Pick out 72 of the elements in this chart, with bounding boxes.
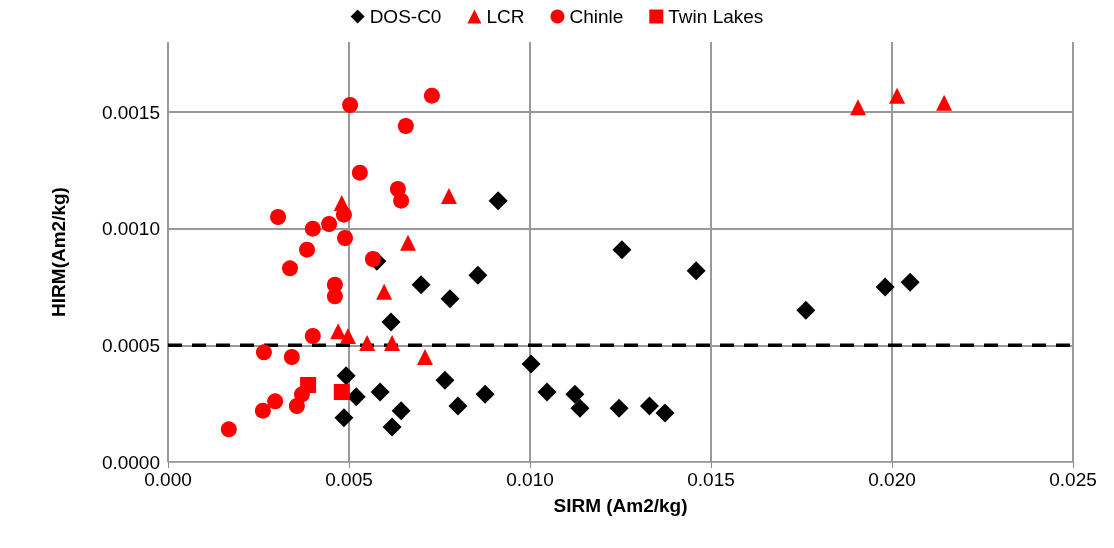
point: [796, 300, 816, 320]
point: [639, 396, 659, 416]
point: [411, 275, 431, 295]
point: [270, 209, 287, 225]
legend-label: DOS-C0: [369, 6, 442, 27]
y-axis-title: HIRM(Am2/kg): [48, 187, 69, 317]
point: [304, 328, 321, 344]
point: [423, 87, 440, 104]
legend-label: Chinle: [569, 6, 624, 27]
point: [335, 206, 352, 223]
point: [570, 398, 590, 418]
y-tick-label: 0.0005: [101, 334, 160, 356]
point: [336, 366, 356, 386]
point: [384, 335, 401, 351]
legend-label: Twin Lakes: [668, 6, 764, 27]
point: [475, 384, 495, 404]
point: [364, 251, 381, 267]
point: [282, 260, 298, 277]
point: [254, 402, 271, 419]
point: [220, 421, 237, 438]
point: [300, 377, 317, 393]
point: [267, 393, 284, 410]
point: [849, 99, 866, 116]
point: [342, 97, 359, 113]
point: [382, 417, 402, 437]
point: [299, 241, 316, 258]
point: [381, 312, 401, 332]
x-tick-label: 0.020: [868, 469, 916, 490]
point: [304, 220, 321, 237]
y-tick-label: 0.0015: [101, 101, 160, 123]
point: [255, 344, 272, 361]
point: [351, 164, 368, 181]
point: [417, 349, 434, 365]
x-tick-label: 0.005: [325, 469, 373, 490]
point: [400, 234, 417, 251]
point: [686, 261, 706, 281]
point: [283, 349, 300, 365]
point: [440, 289, 460, 309]
point: [435, 370, 455, 390]
y-tick-label: 0.0010: [101, 218, 160, 240]
point: [337, 230, 354, 246]
point: [889, 87, 906, 104]
point: [359, 335, 376, 351]
point: [448, 396, 468, 416]
point: [612, 240, 632, 260]
x-tick-label: 0.025: [1049, 469, 1097, 490]
point: [376, 283, 393, 300]
x-axis-title: SIRM (Am2/kg): [553, 495, 688, 516]
point: [288, 398, 305, 414]
point: [537, 382, 557, 402]
point: [900, 272, 920, 292]
point: [936, 94, 953, 111]
point: [397, 118, 414, 134]
point: [565, 384, 585, 404]
point: [391, 401, 411, 421]
point: [468, 265, 488, 285]
point: [393, 192, 410, 209]
x-tick-label: 0.010: [506, 469, 554, 490]
point: [655, 403, 675, 423]
point: [875, 277, 895, 297]
point: [488, 191, 508, 211]
x-tick-label: 0.015: [687, 469, 735, 490]
point: [333, 384, 350, 400]
point: [609, 398, 629, 418]
point: [521, 354, 541, 374]
point: [440, 188, 457, 204]
point: [321, 216, 338, 232]
point: [339, 328, 356, 344]
legend-label: LCR: [486, 6, 525, 27]
point: [326, 288, 343, 305]
point: [370, 382, 390, 402]
point: [334, 408, 354, 428]
